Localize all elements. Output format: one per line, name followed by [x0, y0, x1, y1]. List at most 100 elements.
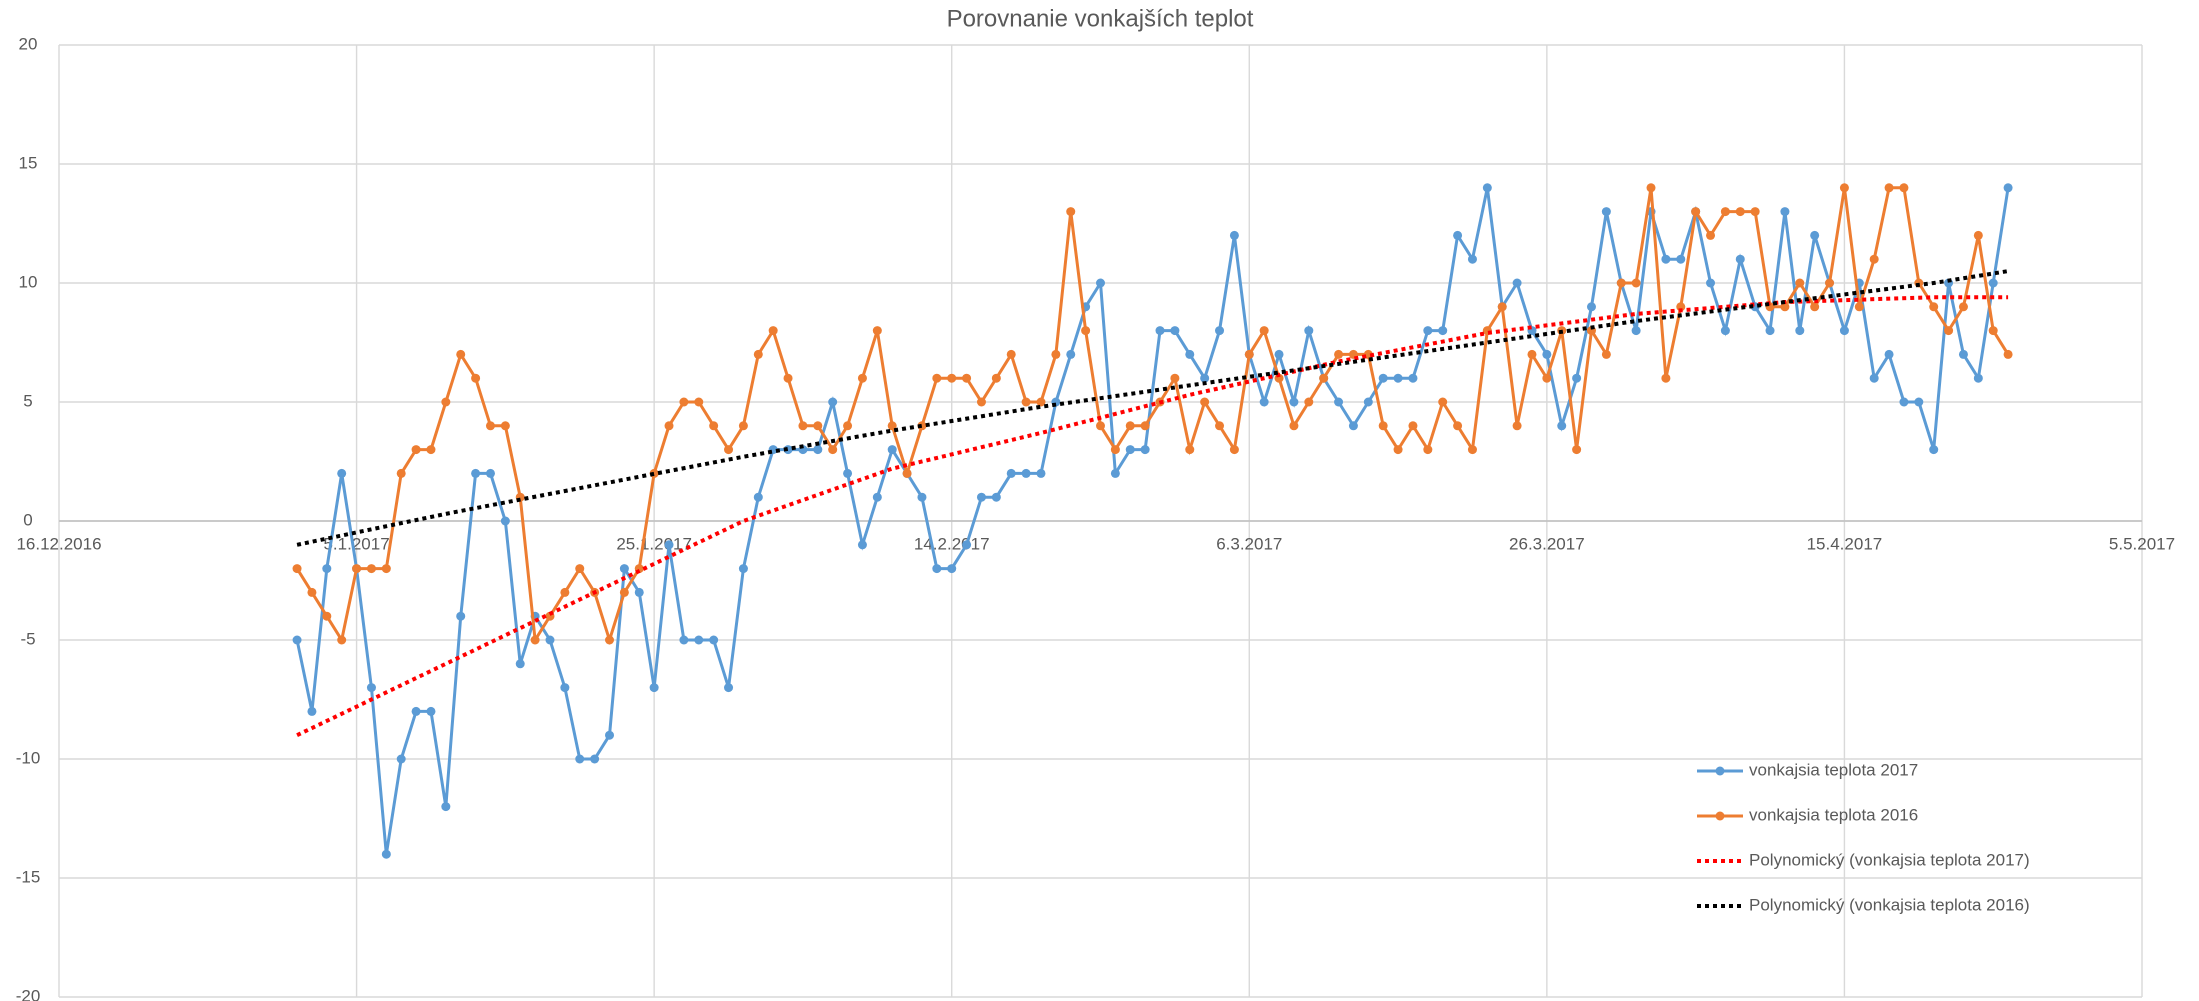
point: [634, 587, 644, 597]
point: [1661, 254, 1671, 264]
point: [1735, 254, 1745, 264]
point: [1810, 230, 1820, 240]
point: [441, 802, 451, 812]
point: [1363, 397, 1373, 407]
y-tick-label: -20: [16, 986, 41, 1001]
y-tick-label: 0: [23, 510, 32, 529]
point: [768, 326, 778, 336]
point: [1036, 468, 1046, 478]
point: [1512, 278, 1522, 288]
point: [976, 492, 986, 502]
point: [1259, 397, 1269, 407]
point: [1825, 278, 1835, 288]
point: [1512, 421, 1522, 431]
point: [1453, 421, 1463, 431]
point: [1572, 373, 1582, 383]
point: [515, 659, 525, 669]
point: [471, 373, 481, 383]
point: [1215, 421, 1225, 431]
point: [352, 564, 362, 574]
point: [857, 540, 867, 550]
point: [1096, 278, 1105, 288]
point: [1720, 207, 1730, 217]
point: [1601, 207, 1611, 217]
point: [1631, 326, 1641, 336]
trend-line: [296, 269, 2009, 547]
x-tick-label: 6.3.2017: [1216, 534, 1282, 553]
point: [724, 445, 734, 455]
point: [381, 564, 391, 574]
point: [1229, 230, 1239, 240]
point: [1467, 254, 1477, 264]
point: [1170, 326, 1180, 336]
point: [1155, 326, 1165, 336]
point: [1244, 349, 1254, 359]
point: [322, 611, 332, 621]
legend-label: Polynomický (vonkajsia teplota 2017): [1749, 850, 2030, 869]
point: [1988, 326, 1998, 336]
point: [1319, 373, 1329, 383]
point: [887, 421, 897, 431]
point: [1066, 207, 1076, 217]
point: [962, 373, 972, 383]
point: [1601, 349, 1611, 359]
point: [1021, 397, 1031, 407]
point: [1958, 349, 1968, 359]
point: [694, 635, 704, 645]
x-tick-label: 15.4.2017: [1807, 534, 1883, 553]
point: [1051, 349, 1061, 359]
x-tick-label: 14.2.2017: [914, 534, 990, 553]
point: [1839, 183, 1849, 193]
point: [1229, 445, 1239, 455]
point: [485, 468, 495, 478]
point: [1914, 397, 1924, 407]
legend-label: Polynomický (vonkajsia teplota 2016): [1749, 895, 2030, 914]
point: [1393, 373, 1403, 383]
point: [1482, 183, 1492, 193]
point: [1081, 326, 1091, 336]
point: [1646, 183, 1656, 193]
point: [337, 468, 347, 478]
point: [2003, 349, 2013, 359]
trend-line: [296, 295, 2009, 738]
point: [292, 635, 302, 645]
point: [798, 421, 808, 431]
point: [709, 635, 719, 645]
point: [724, 683, 734, 693]
point: [1185, 349, 1195, 359]
point: [947, 373, 957, 383]
point: [917, 492, 927, 502]
point: [1735, 207, 1745, 217]
x-tick-label: 5.5.2017: [2109, 534, 2175, 553]
point: [575, 754, 585, 764]
point: [1929, 302, 1939, 312]
point: [857, 373, 867, 383]
point: [292, 564, 302, 574]
point: [411, 706, 421, 716]
point: [664, 421, 674, 431]
point: [1334, 397, 1344, 407]
legend-marker: [1715, 766, 1725, 776]
point: [1527, 349, 1537, 359]
point: [1438, 397, 1448, 407]
point: [1393, 445, 1403, 455]
point: [500, 421, 510, 431]
point: [322, 564, 332, 574]
x-tick-label: 25.1.2017: [616, 534, 692, 553]
point: [426, 706, 436, 716]
point: [1631, 278, 1641, 288]
point: [560, 683, 570, 693]
point: [991, 492, 1001, 502]
point: [753, 492, 763, 502]
point: [813, 421, 823, 431]
point: [932, 564, 942, 574]
y-tick-label: -15: [16, 867, 41, 886]
chart-title: Porovnanie vonkajších teplot: [947, 5, 1254, 32]
point: [456, 611, 466, 621]
point: [456, 349, 466, 359]
point: [813, 445, 823, 455]
point: [709, 421, 719, 431]
point: [2003, 183, 2013, 193]
point: [1958, 302, 1968, 312]
